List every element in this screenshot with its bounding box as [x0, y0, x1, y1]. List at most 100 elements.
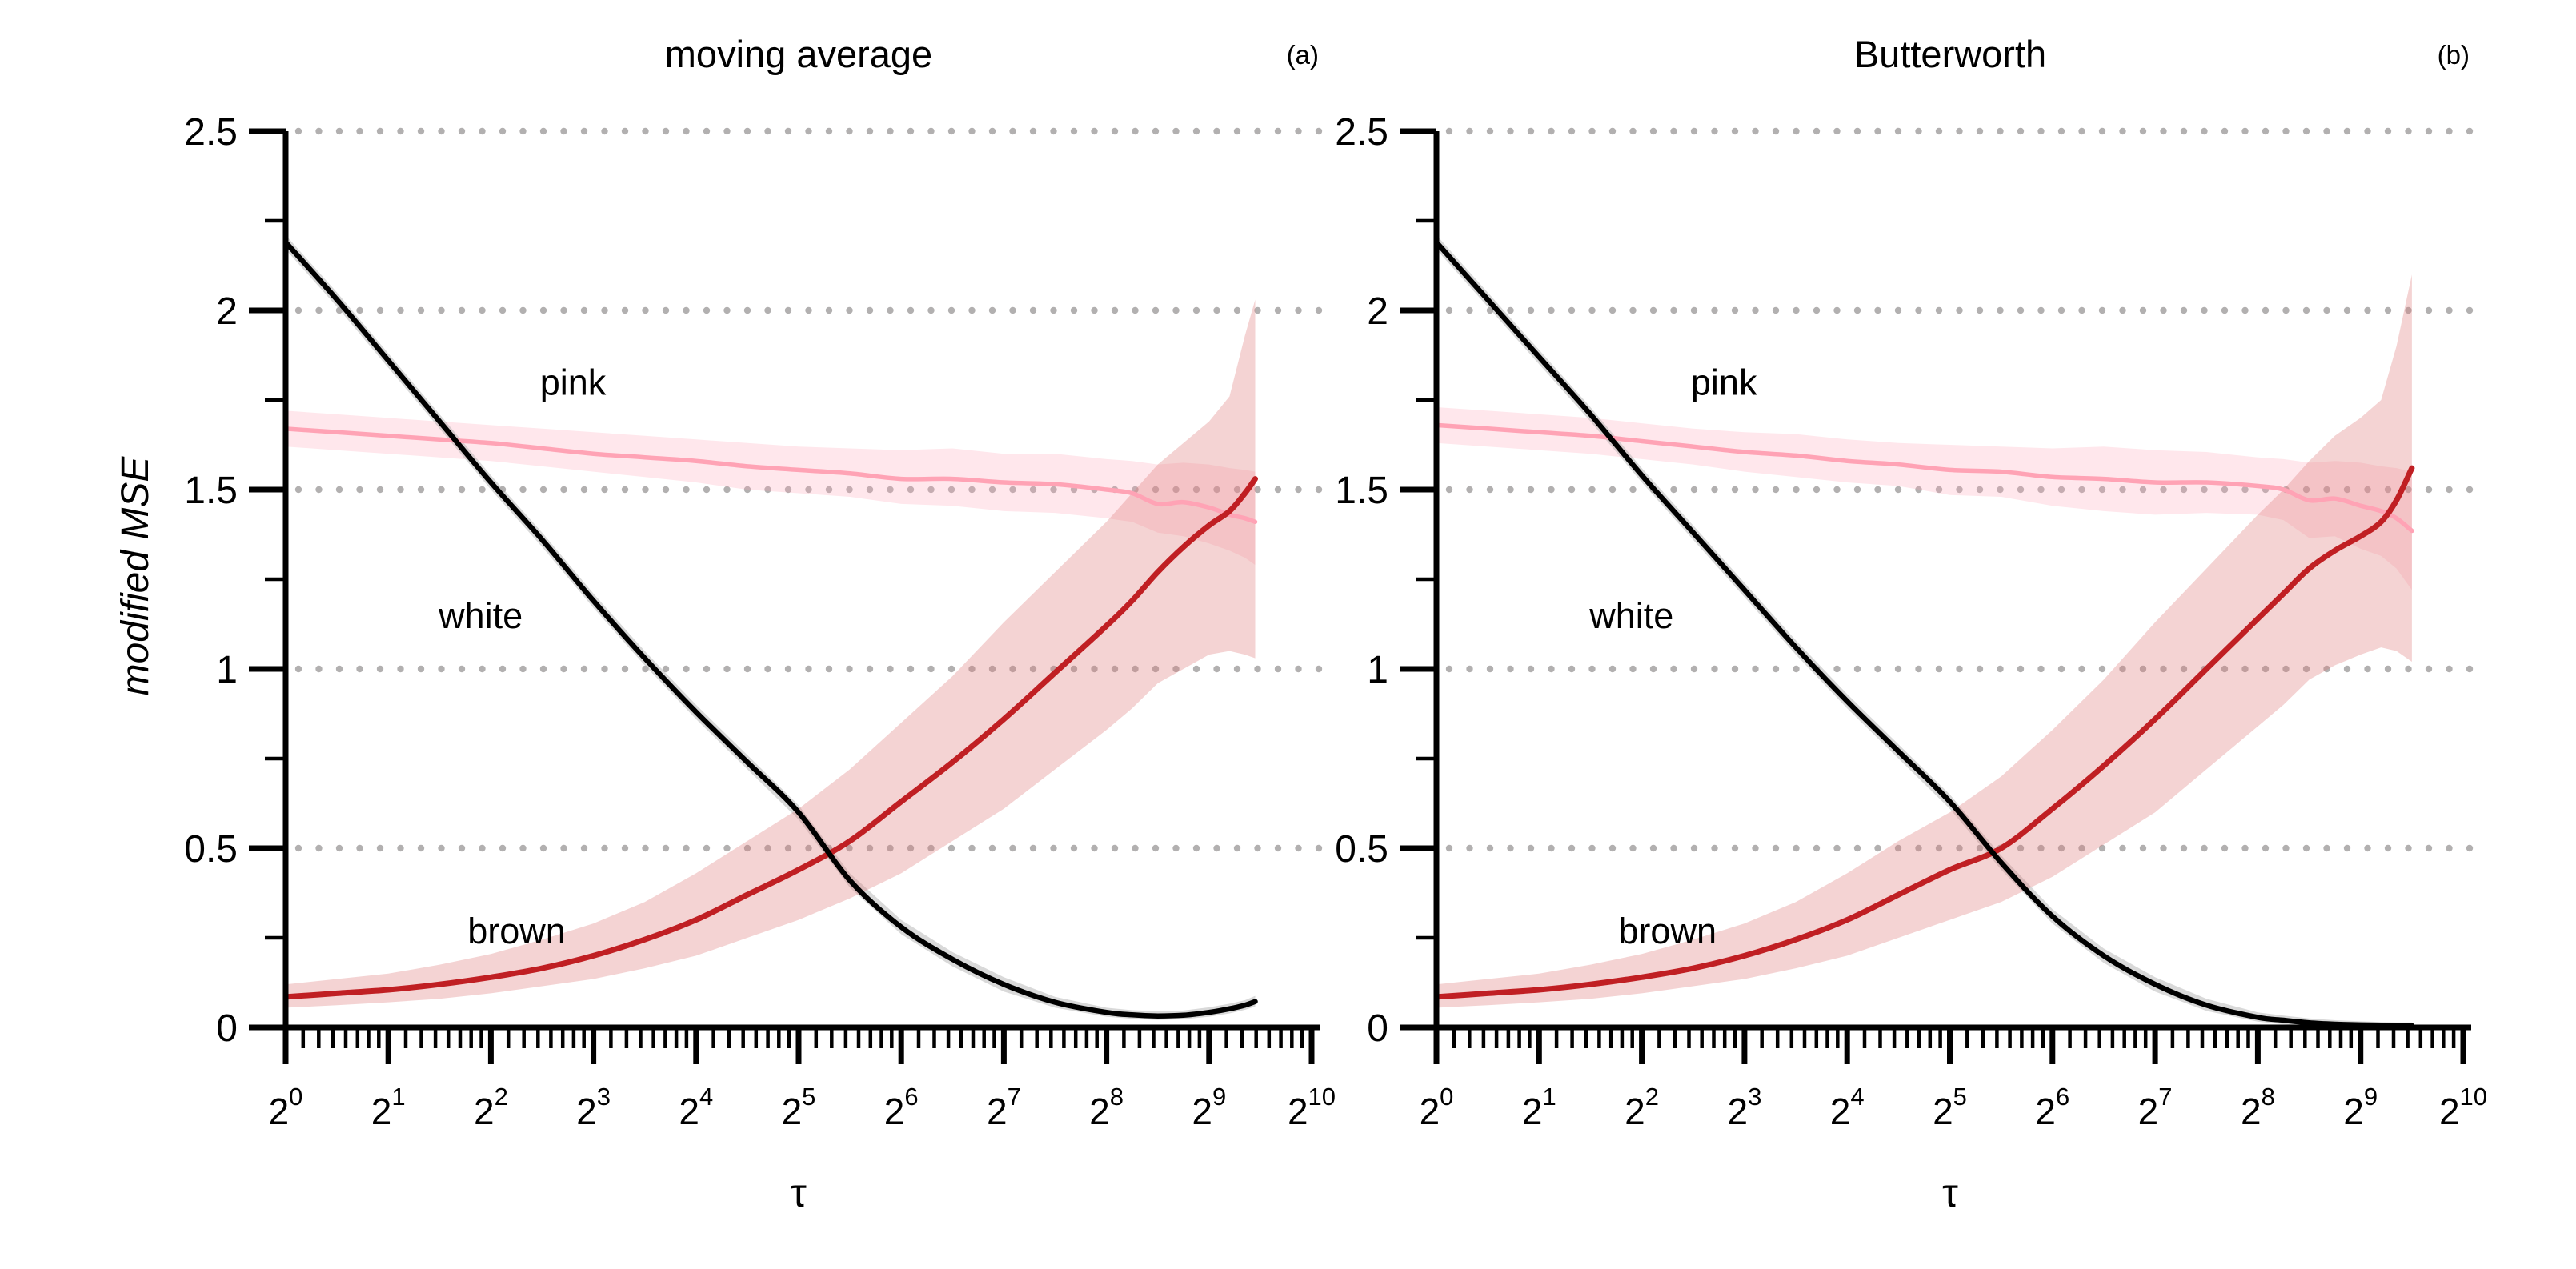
grid-dot — [1793, 486, 1800, 494]
grid-dot — [1608, 665, 1617, 673]
grid-dot — [1670, 306, 1677, 314]
grid-dot — [1172, 306, 1180, 314]
grid-dot — [784, 306, 792, 314]
grid-dot — [927, 306, 935, 314]
grid-dot — [1527, 127, 1535, 135]
grid-dot — [1976, 127, 1984, 135]
grid-dot — [1853, 127, 1861, 135]
grid-dot — [968, 306, 976, 314]
grid-dot — [1507, 127, 1514, 135]
grid-dot — [376, 665, 384, 673]
grid-dot — [1608, 486, 1617, 494]
grid-dot — [458, 844, 466, 852]
y-tick-label: 2 — [1367, 290, 1388, 333]
grid-dot — [2098, 665, 2106, 673]
grid-dot — [2262, 665, 2270, 673]
grid-dot — [2160, 844, 2167, 852]
grid-dot — [438, 127, 445, 135]
grid-dot — [580, 306, 588, 314]
grid-dot — [764, 127, 771, 135]
grid-dot — [1315, 306, 1323, 314]
grid-dot — [2241, 127, 2249, 135]
y-tick-label: 1.5 — [1335, 470, 1388, 512]
grid-dot — [1588, 486, 1596, 494]
gridlines — [294, 127, 1323, 852]
grid-dot — [1608, 844, 1617, 852]
grid-dot — [335, 665, 343, 673]
grid-dot — [2384, 844, 2392, 852]
x-tick-label: 21 — [371, 1083, 406, 1132]
grid-dot — [2302, 486, 2310, 494]
panel-a-title: moving average — [665, 33, 932, 75]
grid-dot — [1874, 127, 1881, 135]
grid-dot — [2323, 306, 2330, 314]
grid-dot — [1874, 486, 1881, 494]
grid-dot — [1152, 127, 1160, 135]
grid-dot — [1752, 486, 1759, 494]
grid-dot — [846, 127, 853, 135]
grid-dot — [1274, 306, 1282, 314]
grid-dot — [356, 127, 363, 135]
grid-dot — [1649, 306, 1657, 314]
grid-dot — [2364, 844, 2371, 852]
grid-dot — [397, 486, 404, 494]
grid-dot — [846, 486, 853, 494]
x-tick-label: 26 — [2035, 1083, 2069, 1132]
grid-dot — [947, 127, 955, 135]
grid-dot — [1172, 127, 1180, 135]
grid-dot — [2037, 844, 2045, 852]
grid-dot — [683, 665, 690, 673]
grid-dot — [2201, 486, 2208, 494]
grid-dot — [1935, 665, 1943, 673]
grid-dot — [2201, 127, 2208, 135]
grid-dot — [417, 306, 425, 314]
grid-dot — [1853, 306, 1861, 314]
grid-dot — [1445, 486, 1453, 494]
series-label-brown: brown — [1618, 911, 1717, 951]
grid-dot — [2098, 844, 2106, 852]
grid-dot — [560, 665, 567, 673]
grid-dot — [968, 844, 976, 852]
grid-dot — [1813, 306, 1821, 314]
grid-dot — [1894, 665, 1902, 673]
grid-dot — [499, 127, 507, 135]
grid-dot — [1070, 306, 1078, 314]
y-tick-label: 2.5 — [184, 111, 238, 154]
grid-dot — [1192, 306, 1200, 314]
grid-dot — [519, 306, 527, 314]
grid-dot — [683, 486, 690, 494]
pink-noise-curve — [1434, 422, 2414, 534]
grid-dot — [1833, 306, 1841, 314]
grid-dot — [1486, 306, 1494, 314]
grid-dot — [2405, 844, 2412, 852]
grid-dot — [2323, 665, 2330, 673]
grid-dot — [1009, 127, 1016, 135]
grid-dot — [2180, 306, 2188, 314]
grid-dot — [1152, 844, 1160, 852]
grid-dot — [1670, 127, 1677, 135]
grid-dot — [2323, 486, 2330, 494]
grid-dot — [2119, 306, 2126, 314]
grid-dot — [1486, 486, 1494, 494]
grid-dot — [499, 844, 507, 852]
grid-dot — [825, 127, 833, 135]
grid-dot — [621, 486, 629, 494]
grid-dot — [1629, 127, 1637, 135]
grid-dot — [1111, 665, 1119, 673]
grid-dot — [784, 665, 792, 673]
x-tick-label: 20 — [269, 1083, 303, 1132]
grid-dot — [1213, 127, 1220, 135]
grid-dot — [2323, 127, 2330, 135]
grid-dot — [1874, 306, 1881, 314]
grid-dot — [968, 486, 976, 494]
brown-noise-curve — [282, 476, 1258, 1000]
grid-dot — [560, 486, 567, 494]
grid-dot — [947, 665, 955, 673]
grid-dot — [764, 665, 771, 673]
grid-dot — [1608, 306, 1617, 314]
grid-dot — [805, 306, 812, 314]
grid-dot — [642, 844, 649, 852]
grid-dot — [1213, 665, 1220, 673]
grid-dot — [1527, 486, 1535, 494]
grid-dot — [1670, 844, 1677, 852]
